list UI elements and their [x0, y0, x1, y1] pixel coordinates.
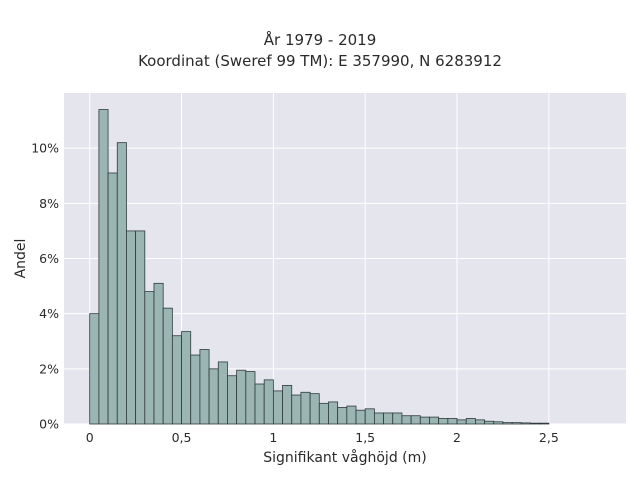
y-axis-label: Andel	[13, 239, 29, 279]
histogram-bar	[162, 307, 173, 425]
histogram-bar	[318, 402, 329, 425]
histogram-bar	[392, 412, 403, 425]
y-tick-labels: 0% 2% 4% 6% 8% 10%	[31, 141, 59, 432]
histogram-bar	[181, 331, 192, 425]
histogram-bar	[511, 422, 522, 425]
histogram-bar	[447, 418, 458, 425]
histogram-bar	[539, 422, 550, 425]
histogram-bar	[300, 391, 311, 425]
histogram-bar	[355, 409, 366, 425]
x-tick-label: 1	[269, 430, 277, 445]
histogram-bar	[126, 230, 137, 425]
y-tick-label: 2%	[39, 361, 59, 376]
histogram-bar	[474, 419, 485, 425]
y-tick-label: 8%	[39, 196, 59, 211]
chart-subtitle: Koordinat (Sweref 99 TM): E 357990, N 62…	[138, 52, 502, 70]
x-tick-label: 1,5	[355, 430, 375, 445]
histogram-bar	[116, 142, 127, 425]
histogram-bar	[346, 405, 357, 425]
y-tick-label: 4%	[39, 306, 59, 321]
x-axis-label: Signifikant våghöjd (m)	[263, 449, 426, 466]
histogram-bar	[89, 313, 100, 425]
chart-title: År 1979 - 2019	[263, 31, 377, 49]
histogram-bar	[429, 416, 440, 425]
histogram-bar	[171, 335, 182, 425]
histogram-bar	[272, 390, 283, 425]
bars	[89, 109, 550, 425]
histogram-bar	[199, 349, 210, 425]
histogram-bar	[401, 415, 412, 425]
histogram-bar	[144, 291, 155, 425]
histogram-bar	[502, 422, 513, 425]
histogram-bar	[383, 412, 394, 425]
histogram-bar	[263, 379, 274, 425]
histogram-bar	[153, 282, 164, 425]
histogram-bar	[520, 422, 531, 425]
x-tick-label: 0,5	[172, 430, 192, 445]
histogram-bar	[364, 408, 375, 425]
x-tick-label: 0	[86, 430, 94, 445]
histogram-bar	[493, 421, 504, 425]
histogram-bar	[98, 109, 109, 425]
histogram-bar	[328, 401, 339, 425]
histogram-bar	[419, 416, 430, 425]
histogram-bar	[438, 418, 449, 425]
histogram-bar	[291, 394, 302, 425]
histogram-bar	[456, 419, 467, 425]
histogram-bar	[282, 384, 293, 425]
histogram-bar	[530, 422, 541, 425]
histogram-bar	[309, 393, 320, 425]
histogram-bar	[135, 230, 146, 425]
histogram-bar	[337, 407, 348, 425]
histogram-bar	[245, 371, 256, 425]
x-tick-labels: 0 0,5 1 1,5 2 2,5	[86, 430, 559, 445]
x-tick-label: 2,5	[539, 430, 559, 445]
histogram-bar	[208, 368, 219, 425]
x-tick-label: 2	[453, 430, 461, 445]
histogram-bar	[373, 412, 384, 425]
y-tick-label: 10%	[31, 141, 59, 156]
histogram-bar	[410, 415, 421, 425]
histogram-bar	[217, 361, 228, 425]
y-tick-label: 0%	[39, 417, 59, 432]
histogram-bar	[107, 172, 118, 425]
histogram-bar	[254, 383, 265, 425]
histogram-bar	[484, 420, 495, 425]
y-tick-label: 6%	[39, 251, 59, 266]
histogram-bar	[190, 354, 201, 425]
histogram-bar	[465, 418, 476, 425]
histogram-bar	[227, 375, 238, 425]
histogram-bar	[236, 369, 247, 425]
